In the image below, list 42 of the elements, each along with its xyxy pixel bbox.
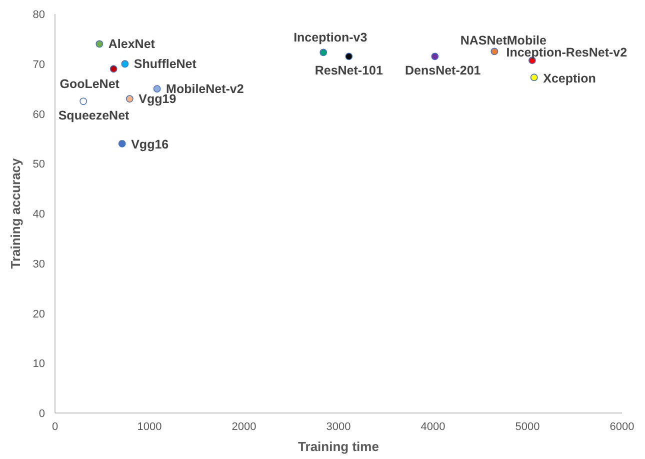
series-label: Vgg19 <box>138 92 176 106</box>
series-label: AlexNet <box>108 36 156 51</box>
point <box>320 48 328 56</box>
point <box>431 52 439 60</box>
series-label: GooLeNet <box>60 76 120 91</box>
series-label: ResNet-101 <box>314 63 383 78</box>
point <box>530 74 538 82</box>
x-tick-label: 1000 <box>137 421 162 433</box>
series-label: Xception <box>543 71 596 86</box>
x-tick-label: 3000 <box>326 421 351 433</box>
y-tick-label: 60 <box>32 108 45 121</box>
point <box>96 40 104 48</box>
x-axis-title: Training time <box>298 439 379 454</box>
y-tick-label: 80 <box>32 9 45 21</box>
y-tick-label: 0 <box>38 408 45 420</box>
series-label: Inception-v3 <box>294 30 368 44</box>
x-tick-label: 2000 <box>232 421 256 433</box>
point <box>80 98 88 105</box>
point <box>153 85 161 93</box>
point <box>121 60 129 68</box>
series-label: DensNet-201 <box>405 63 481 78</box>
point <box>126 95 134 102</box>
x-tick-label: 5000 <box>515 421 540 433</box>
series-label: SqueezeNet <box>58 108 130 122</box>
x-tick-label: 0 <box>52 421 58 433</box>
series-label: ShuffleNet <box>134 56 198 71</box>
point <box>490 48 498 56</box>
series-label: Vgg16 <box>131 138 169 152</box>
y-tick-label: 20 <box>32 308 45 320</box>
y-tick-label: 70 <box>32 58 45 71</box>
point <box>110 65 118 73</box>
y-axis-title: Training accuracy <box>8 157 23 269</box>
y-tick-label: 30 <box>32 258 45 270</box>
series-label: Inception-ResNet-v2 <box>506 45 628 60</box>
x-tick-label: 4000 <box>420 421 446 433</box>
point <box>118 140 126 148</box>
point <box>345 52 353 60</box>
y-tick-label: 40 <box>32 208 45 220</box>
y-tick-label: 50 <box>32 158 45 171</box>
y-tick-label: 10 <box>32 358 45 370</box>
x-tick-label: 6000 <box>610 421 634 433</box>
series-label: NASNetMobile <box>460 33 547 48</box>
